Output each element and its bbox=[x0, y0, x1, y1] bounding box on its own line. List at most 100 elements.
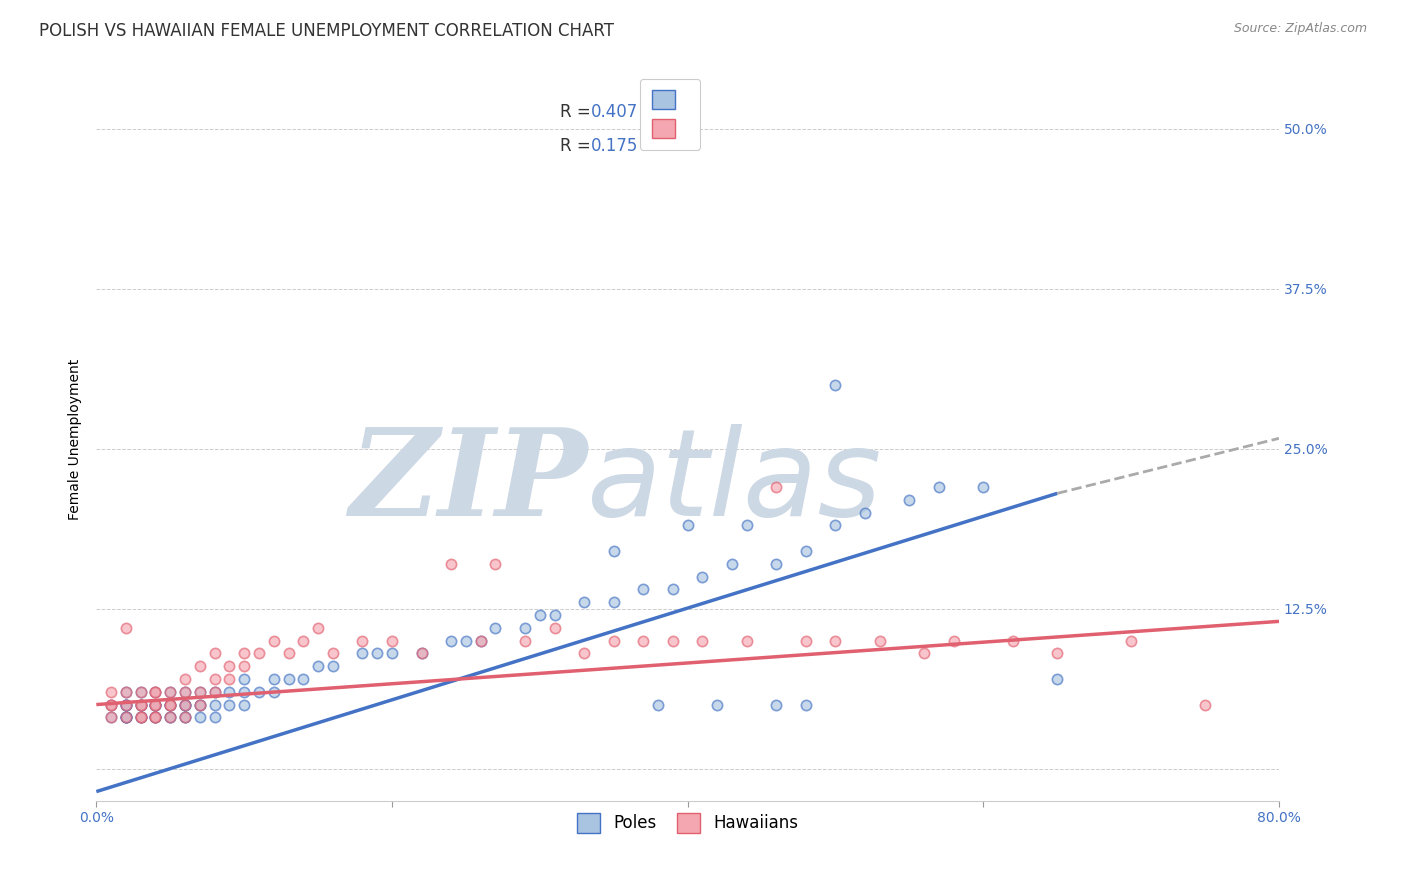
Text: 0.407: 0.407 bbox=[591, 103, 638, 121]
Point bbox=[174, 710, 197, 724]
Point bbox=[1194, 698, 1216, 712]
Point bbox=[898, 492, 921, 507]
Point bbox=[129, 710, 152, 724]
Point bbox=[352, 633, 374, 648]
Point bbox=[145, 698, 167, 712]
Point bbox=[115, 710, 138, 724]
Point bbox=[204, 698, 226, 712]
Point bbox=[115, 710, 138, 724]
Point bbox=[115, 698, 138, 712]
Point bbox=[411, 646, 433, 660]
Point bbox=[159, 698, 181, 712]
Point bbox=[204, 672, 226, 686]
Point bbox=[603, 595, 626, 609]
Point bbox=[159, 698, 181, 712]
Point bbox=[145, 698, 167, 712]
Point bbox=[100, 698, 122, 712]
Point bbox=[1121, 633, 1143, 648]
Point bbox=[322, 659, 344, 673]
Point bbox=[647, 698, 669, 712]
Point bbox=[912, 646, 935, 660]
Point bbox=[145, 698, 167, 712]
Point bbox=[174, 698, 197, 712]
Point bbox=[454, 633, 477, 648]
Point bbox=[188, 659, 211, 673]
Point bbox=[1046, 672, 1069, 686]
Point bbox=[853, 506, 876, 520]
Point bbox=[159, 710, 181, 724]
Point bbox=[204, 685, 226, 699]
Point bbox=[159, 698, 181, 712]
Point bbox=[129, 710, 152, 724]
Point bbox=[440, 633, 463, 648]
Point bbox=[928, 480, 950, 494]
Point bbox=[129, 710, 152, 724]
Point bbox=[972, 480, 994, 494]
Point bbox=[159, 698, 181, 712]
Point bbox=[129, 698, 152, 712]
Point bbox=[115, 710, 138, 724]
Point bbox=[218, 672, 240, 686]
Text: 67: 67 bbox=[682, 136, 703, 154]
Point bbox=[115, 685, 138, 699]
Point bbox=[204, 710, 226, 724]
Point bbox=[129, 698, 152, 712]
Text: POLISH VS HAWAIIAN FEMALE UNEMPLOYMENT CORRELATION CHART: POLISH VS HAWAIIAN FEMALE UNEMPLOYMENT C… bbox=[39, 22, 614, 40]
Point bbox=[204, 685, 226, 699]
Point bbox=[292, 633, 315, 648]
Point bbox=[100, 685, 122, 699]
Point bbox=[765, 480, 787, 494]
Legend: Poles, Hawaiians: Poles, Hawaiians bbox=[571, 806, 806, 839]
Point bbox=[115, 685, 138, 699]
Point bbox=[174, 710, 197, 724]
Point bbox=[159, 710, 181, 724]
Point bbox=[247, 646, 270, 660]
Point bbox=[115, 698, 138, 712]
Text: R =: R = bbox=[560, 103, 596, 121]
Point bbox=[188, 698, 211, 712]
Point bbox=[174, 672, 197, 686]
Point bbox=[204, 646, 226, 660]
Point bbox=[129, 685, 152, 699]
Point bbox=[145, 698, 167, 712]
Point bbox=[692, 633, 714, 648]
Point bbox=[633, 582, 655, 597]
Point bbox=[572, 646, 595, 660]
Y-axis label: Female Unemployment: Female Unemployment bbox=[69, 359, 83, 520]
Point bbox=[307, 659, 329, 673]
Point bbox=[129, 698, 152, 712]
Point bbox=[145, 710, 167, 724]
Point bbox=[145, 685, 167, 699]
Text: N =: N = bbox=[643, 136, 690, 154]
Point bbox=[735, 518, 758, 533]
Point bbox=[277, 646, 299, 660]
Point bbox=[277, 672, 299, 686]
Point bbox=[603, 633, 626, 648]
Point bbox=[513, 621, 536, 635]
Point bbox=[692, 569, 714, 583]
Point bbox=[174, 685, 197, 699]
Point bbox=[824, 633, 846, 648]
Point bbox=[159, 698, 181, 712]
Point bbox=[292, 672, 315, 686]
Point bbox=[100, 710, 122, 724]
Point bbox=[1001, 633, 1024, 648]
Point bbox=[188, 698, 211, 712]
Point bbox=[572, 595, 595, 609]
Point bbox=[366, 646, 388, 660]
Point bbox=[869, 633, 891, 648]
Text: N =: N = bbox=[643, 103, 690, 121]
Point bbox=[484, 557, 506, 571]
Point bbox=[115, 698, 138, 712]
Point bbox=[470, 633, 492, 648]
Point bbox=[218, 685, 240, 699]
Point bbox=[543, 621, 565, 635]
Point bbox=[115, 621, 138, 635]
Point bbox=[263, 672, 285, 686]
Point bbox=[263, 633, 285, 648]
Point bbox=[174, 710, 197, 724]
Point bbox=[145, 710, 167, 724]
Point bbox=[145, 685, 167, 699]
Point bbox=[440, 557, 463, 571]
Text: Source: ZipAtlas.com: Source: ZipAtlas.com bbox=[1233, 22, 1367, 36]
